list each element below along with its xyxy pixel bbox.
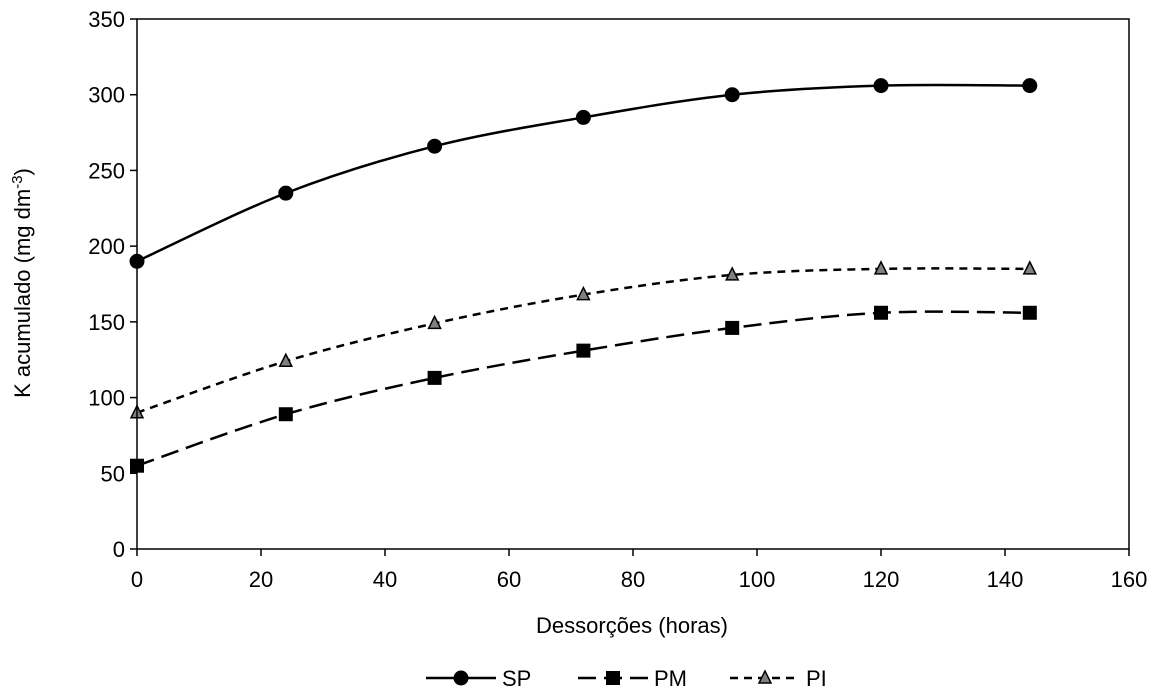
x-axis-title: Dessorções (horas) — [536, 613, 728, 638]
series-line-pm — [136, 310, 1030, 467]
legend-marker-pm — [606, 671, 620, 685]
data-point-pi-3 — [576, 285, 591, 301]
axes: 0 50 100 150 200 250 300 350 0 20 40 60 80 100 120 140 1… — [88, 7, 1147, 592]
x-tick-label-6: 120 — [863, 567, 900, 592]
x-tick-label-3: 60 — [497, 567, 521, 592]
data-point-sp-2 — [427, 138, 443, 154]
data-point-pi-5 — [873, 260, 889, 275]
y-tick-label-1: 50 — [101, 461, 125, 486]
legend-item-pm: PM — [578, 666, 687, 691]
x-tick-label-4: 80 — [621, 567, 645, 592]
data-point-pm-6 — [1022, 305, 1037, 320]
data-point-pi-1 — [278, 352, 294, 367]
y-tick-label-7: 350 — [88, 7, 125, 32]
data-point-sp-1 — [278, 185, 294, 201]
x-tick-label-0: 0 — [131, 567, 143, 592]
legend-item-pi: PI — [730, 666, 827, 691]
data-point-pm-5 — [874, 305, 888, 320]
legend-marker-pi — [757, 669, 773, 684]
x-tick-label-2: 40 — [373, 567, 397, 592]
data-point-pi-2 — [427, 314, 442, 330]
y-tick-label-0: 0 — [113, 537, 125, 562]
y-tick-label-2: 100 — [88, 386, 125, 411]
legend: SP PM PI — [426, 666, 827, 691]
y-axis-title-main: K acumulado (mg dm — [10, 189, 35, 398]
legend-marker-sp — [453, 670, 469, 686]
data-point-pm-2 — [427, 370, 442, 385]
y-tick-label-5: 250 — [88, 158, 125, 183]
data-point-sp-4 — [724, 87, 740, 103]
data-point-sp-5 — [873, 78, 889, 94]
data-point-sp-3 — [575, 109, 591, 125]
data-point-sp-6 — [1022, 78, 1038, 94]
y-tick-label-4: 200 — [88, 234, 125, 259]
data-point-pi-4 — [724, 266, 740, 281]
data-point-pm-3 — [576, 343, 591, 358]
data-point-pm-1 — [278, 407, 293, 422]
legend-label-pm: PM — [654, 666, 687, 691]
legend-item-sp: SP — [426, 666, 531, 691]
y-axis-title: K acumulado (mg dm-3) — [9, 168, 35, 398]
x-tick-label-5: 100 — [739, 567, 776, 592]
y-axis-title-close: ) — [10, 168, 35, 175]
legend-label-sp: SP — [502, 666, 531, 691]
data-point-pm-4 — [725, 320, 740, 335]
data-point-pi-6 — [1022, 260, 1038, 275]
x-tick-label-1: 20 — [249, 567, 273, 592]
x-tick-label-7: 140 — [987, 567, 1024, 592]
y-tick-label-3: 150 — [88, 310, 125, 335]
y-axis-title-superscript: -3 — [9, 175, 26, 188]
x-tick-label-8: 160 — [1111, 567, 1148, 592]
plot-frame — [136, 18, 1130, 550]
y-tick-label-6: 300 — [88, 83, 125, 108]
legend-label-pi: PI — [806, 666, 827, 691]
plot-area — [129, 78, 1038, 473]
